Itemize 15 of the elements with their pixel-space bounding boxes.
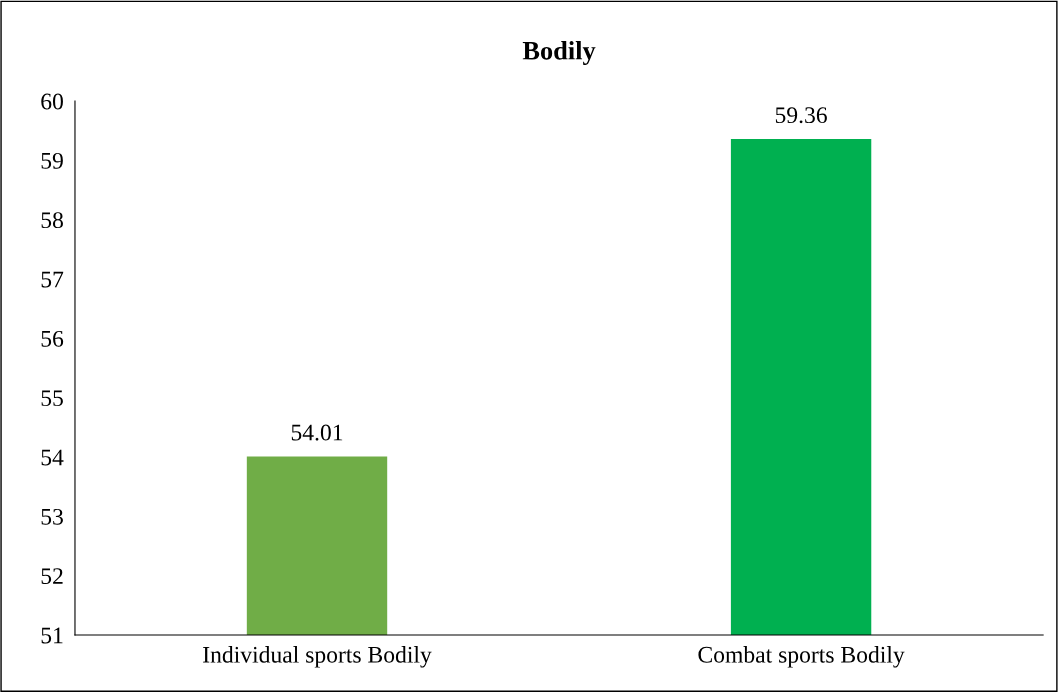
y-tick-label: 56 bbox=[41, 330, 64, 347]
y-tick-label: 51 bbox=[41, 627, 63, 644]
y-tick-label: 58 bbox=[41, 212, 63, 229]
y-tick-label: 55 bbox=[41, 390, 63, 407]
x-tick-label: Individual sports Bodily bbox=[203, 646, 432, 668]
chart-title: Bodily bbox=[522, 41, 596, 66]
x-tick-label: Combat sports Bodily bbox=[698, 646, 905, 668]
y-tick-label: 54 bbox=[41, 449, 64, 466]
y-tick-label: 53 bbox=[41, 508, 63, 525]
y-tick-label: 60 bbox=[41, 93, 63, 110]
data-label: 59.36 bbox=[775, 107, 827, 124]
y-tick-label: 59 bbox=[41, 152, 63, 169]
y-tick-label: 52 bbox=[41, 568, 63, 585]
data-label: 54.01 bbox=[291, 424, 343, 441]
y-tick-label: 57 bbox=[41, 271, 64, 288]
